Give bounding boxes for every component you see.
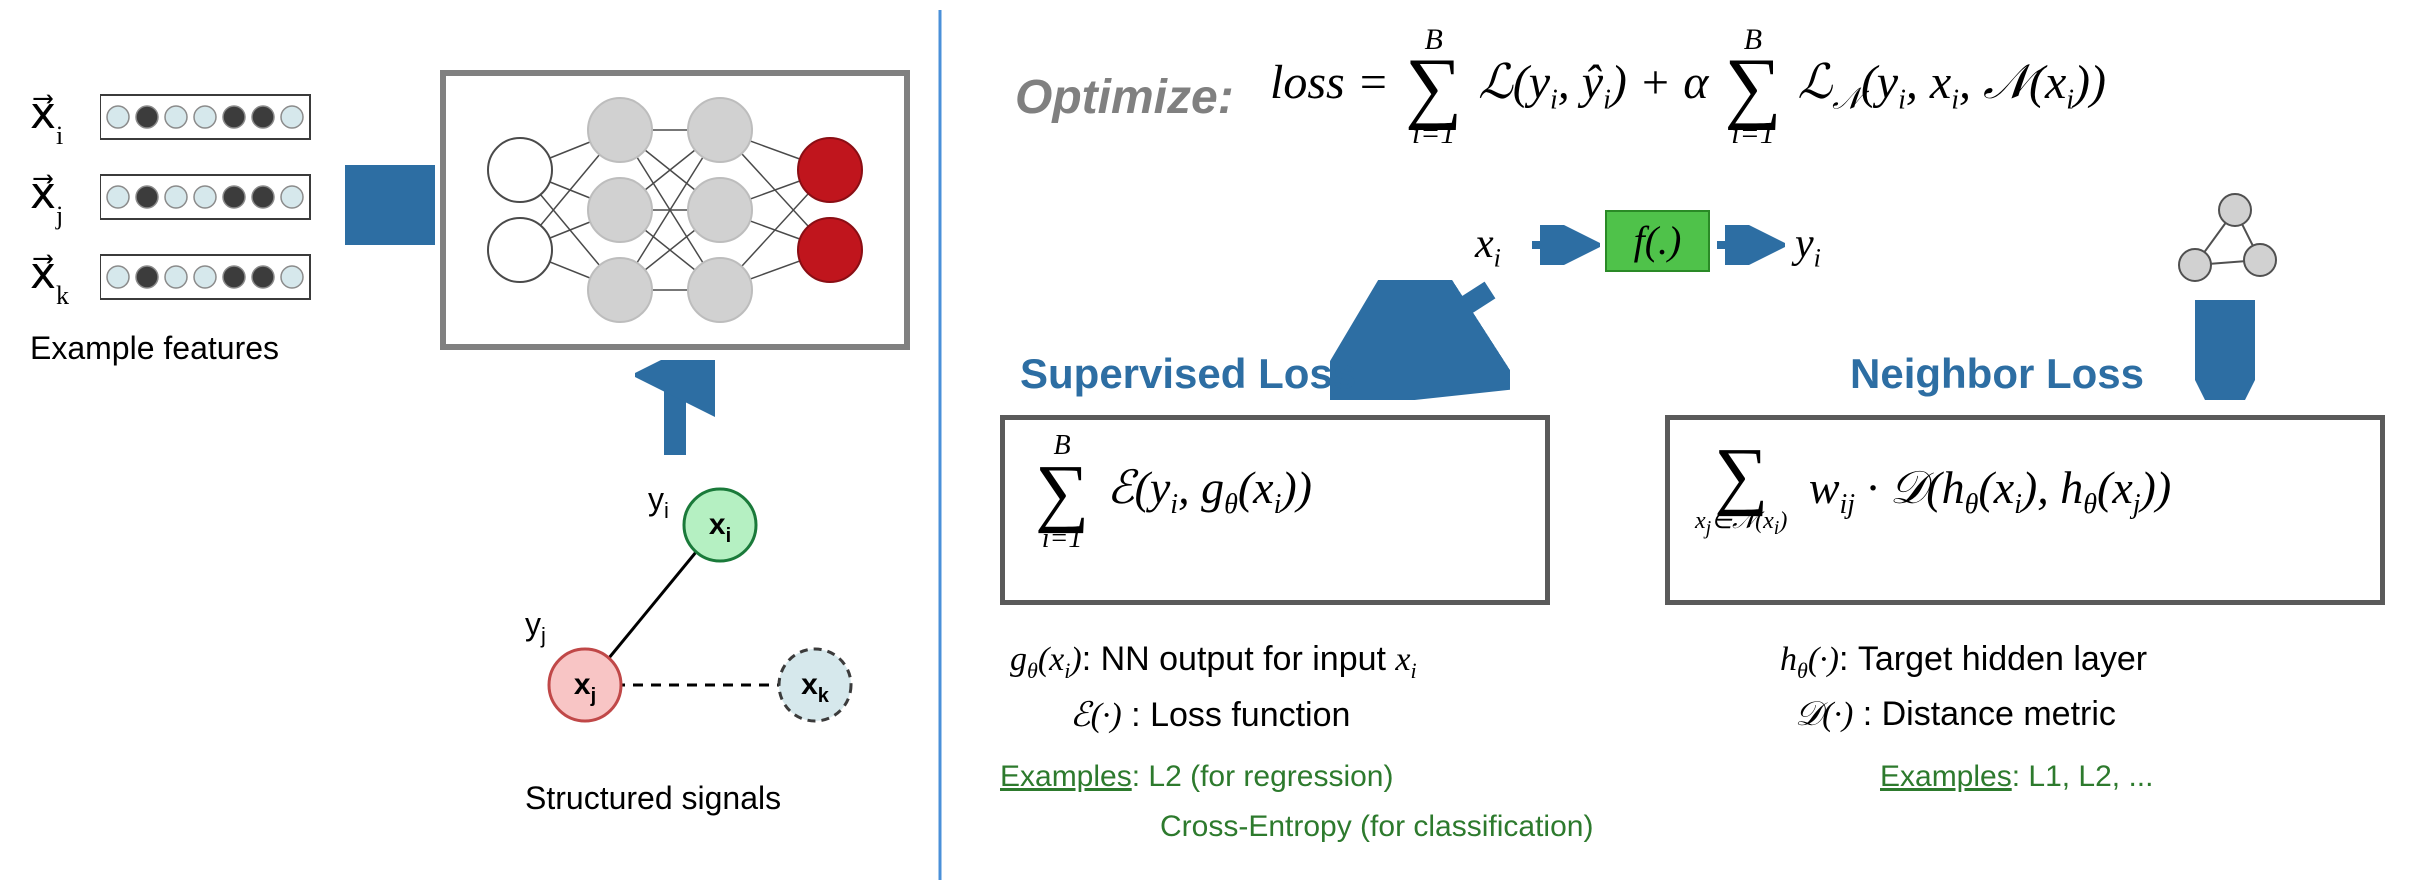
svg-text:yj: yj (525, 606, 546, 648)
optimize-label: Optimize: (1015, 70, 1234, 125)
def-d: 𝒟(·) : Distance metric (1795, 695, 2116, 734)
neighbor-box: ∑ xj∈𝒩(xi) wij · 𝒟(hθ(xi), hθ(xj)) (1665, 415, 2385, 605)
supervised-box: B ∑ i=1 ℰ(yi, gθ(xi)) (1000, 415, 1550, 605)
vec-label-xi: x⃗i (30, 88, 63, 145)
func-flow-xi: xi (1475, 220, 1501, 273)
struct-graph: xi xj xk yi yj (480, 470, 900, 760)
func-flow-yi: yi (1795, 220, 1821, 273)
arrow-to-supervised (1330, 280, 1510, 400)
ex-sup2: Cross-Entropy (for classification) (1160, 810, 1593, 844)
feature-vectors (100, 85, 330, 315)
vec-label-xj: x⃗j (30, 168, 63, 225)
arrow-up-to-nn (635, 360, 715, 460)
def-e: ℰ(·) : Loss function (1070, 695, 1350, 735)
struct-caption: Structured signals (525, 780, 781, 817)
func-box: f(.) (1605, 210, 1710, 272)
arrow-to-nn (345, 165, 435, 245)
main-formula: loss = B ∑ i=1 ℒ(yi, ŷi) + α B ∑ i=1 ℒ𝒩(… (1270, 25, 2106, 149)
supervised-title: Supervised Loss (1020, 350, 1356, 398)
def-g: gθ(xi): NN output for input xi (1010, 640, 1417, 684)
svg-text:yi: yi (648, 481, 669, 523)
features-caption: Example features (30, 330, 279, 367)
loss-eq: loss = (1270, 56, 1389, 109)
graph-icon (2165, 185, 2285, 295)
ex-nbr-label: Examples: L1, L2, ... (1880, 760, 2153, 794)
nn-box (440, 70, 910, 350)
neighbor-title: Neighbor Loss (1850, 350, 2144, 398)
ex-sup-label: Examples: L2 (for regression) (1000, 760, 1394, 794)
func-flow-arrow1 (1530, 225, 1600, 265)
arrow-to-neighbor (2195, 300, 2255, 400)
vec-label-xk: x⃗k (30, 248, 69, 305)
def-h: hθ(·): Target hidden layer (1780, 640, 2147, 684)
func-flow-arrow2 (1715, 225, 1785, 265)
